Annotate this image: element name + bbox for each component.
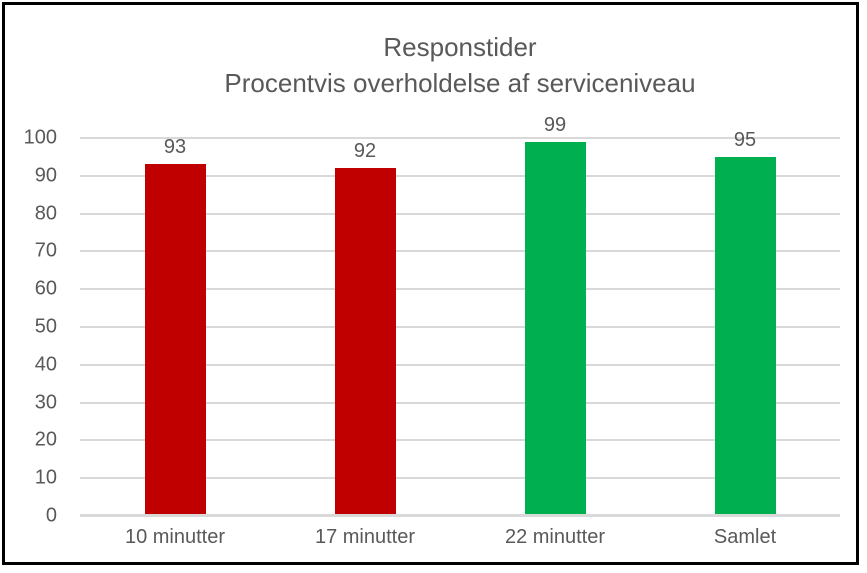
- gridline: [80, 288, 840, 291]
- gridline: [80, 477, 840, 480]
- bar: 93: [144, 136, 206, 516]
- x-axis-category-label: 17 minutter: [314, 526, 416, 548]
- gridline: [80, 439, 840, 442]
- y-axis-tick-label: 90: [34, 164, 57, 187]
- bar: 95: [714, 129, 776, 516]
- bars-container: 93 92 99 95: [80, 114, 840, 516]
- x-axis-category-label: 10 minutter: [124, 526, 226, 548]
- plot-area: 93 92 99 95: [80, 114, 840, 517]
- gridline: [80, 137, 840, 139]
- x-axis-category-label: Samlet: [713, 526, 777, 548]
- x-axis-labels: 10 minutter 17 minutter 22 minutter Samlet: [80, 526, 840, 549]
- gridline: [80, 363, 840, 366]
- y-axis-tick-label: 30: [34, 391, 57, 414]
- category-slot: 95: [650, 129, 840, 516]
- y-axis-tick-label: 20: [34, 428, 57, 451]
- bar-value-label: 99: [543, 113, 567, 136]
- gridline: [80, 174, 840, 177]
- gridline: [80, 212, 840, 215]
- gridline: [80, 326, 840, 328]
- category-slot: 93: [80, 136, 270, 516]
- chart-title: Responstider Procentvis overholdelse af …: [80, 29, 840, 101]
- gridline: [80, 401, 840, 404]
- y-axis-tick-label: 70: [34, 239, 57, 262]
- y-axis-tick-label: 10: [34, 466, 57, 489]
- x-axis-category-label: 22 minutter: [504, 526, 606, 548]
- bar-value-label: 92: [353, 140, 377, 163]
- x-axis-line: [80, 514, 840, 517]
- bar-value-label: 95: [733, 128, 757, 151]
- bar: 92: [334, 140, 396, 516]
- y-axis-tick-label: 100: [23, 126, 57, 149]
- category-slot: 99: [460, 114, 650, 516]
- y-axis-tick-label: 80: [34, 202, 57, 225]
- category-slot: 92: [270, 138, 460, 516]
- y-axis-tick-label: 40: [34, 353, 57, 376]
- y-axis-tick-label: 50: [34, 315, 57, 338]
- gridline: [80, 250, 840, 253]
- y-axis-labels: 0 10 20 30 40 50 60 70 80 90 100: [5, 127, 57, 527]
- bar-value-label: 93: [163, 136, 187, 159]
- y-axis-tick-label: 60: [34, 277, 57, 300]
- y-axis-tick-label: 0: [45, 504, 57, 527]
- chart-title-line-1: Responstider: [383, 32, 537, 62]
- chart-frame: Responstider Procentvis overholdelse af …: [2, 2, 859, 565]
- bar: 99: [524, 114, 586, 516]
- chart-title-line-2: Procentvis overholdelse af serviceniveau: [224, 68, 696, 98]
